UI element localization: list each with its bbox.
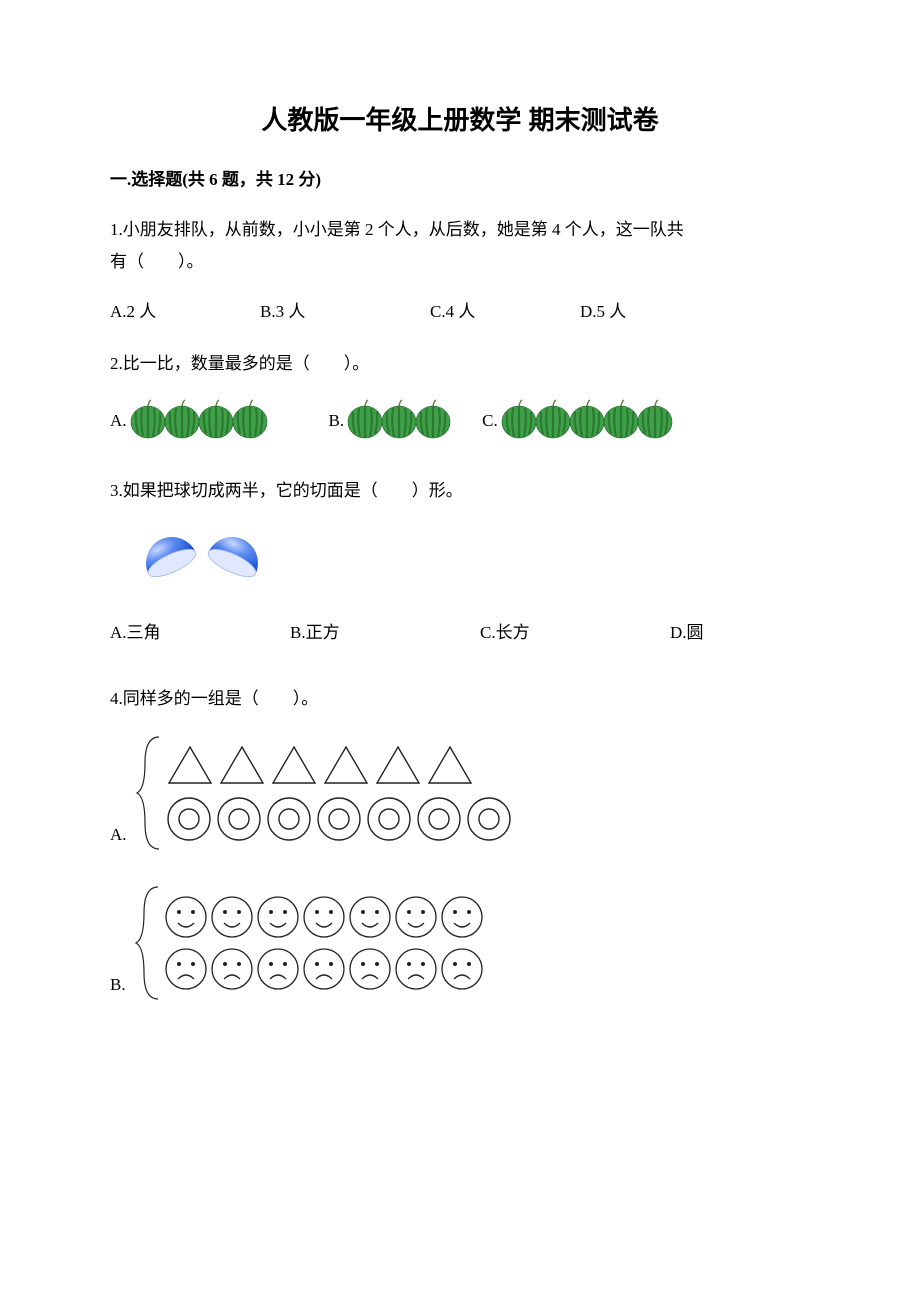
- q3-option-c: C.长方: [480, 618, 670, 643]
- q4-a-triangles: [165, 743, 513, 787]
- q2-group-c: C.: [482, 398, 674, 445]
- question-4: 4.同样多的一组是（ ）。: [110, 683, 810, 715]
- question-3-options: A.三角 B.正方 C.长方 D.圆: [110, 618, 810, 643]
- section-1-heading: 一.选择题(共 6 题，共 12 分): [110, 165, 810, 190]
- q4-b-frowns: [164, 947, 484, 991]
- brace-icon: [135, 733, 165, 853]
- q4-label-a: A.: [110, 825, 127, 845]
- question-2: 2.比一比，数量最多的是（ ）。: [110, 348, 810, 380]
- question-4-options: A. B.: [110, 733, 810, 1003]
- q1-option-b: B.3 人: [260, 297, 430, 322]
- q2-group-a: A.: [110, 398, 269, 445]
- q2-melons-c: [500, 398, 674, 445]
- q2-melons-a: [129, 398, 269, 445]
- question-1-line1: 1.小朋友排队，从前数，小小是第 2 个人，从后数，她是第 4 个人，这一队共: [110, 220, 684, 239]
- sphere-halves-icon: [140, 525, 270, 595]
- q4-a-rows: [165, 737, 513, 849]
- q3-option-b: B.正方: [290, 618, 480, 643]
- q1-option-c: C.4 人: [430, 297, 580, 322]
- question-2-options: A. B.: [110, 398, 810, 445]
- q4-label-b: B.: [110, 975, 126, 995]
- q2-label-a: A.: [110, 411, 127, 431]
- q4-a-circles: [165, 795, 513, 843]
- q2-label-b: B.: [329, 411, 345, 431]
- page-title: 人教版一年级上册数学 期末测试卷: [110, 100, 810, 137]
- q3-sphere-halves: [140, 525, 810, 600]
- q4-option-a: A.: [110, 733, 810, 853]
- q4-b-rows: [164, 889, 484, 997]
- q2-group-b: B.: [329, 398, 453, 445]
- question-3: 3.如果把球切成两半，它的切面是（ ）形。: [110, 475, 810, 507]
- q4-b-smiles: [164, 895, 484, 939]
- q2-label-c: C.: [482, 411, 498, 431]
- question-1-line2: 有（ ）。: [110, 252, 204, 271]
- q3-option-a: A.三角: [110, 618, 290, 643]
- q4-a-brace-group: [135, 733, 513, 853]
- q3-option-d: D.圆: [670, 618, 704, 643]
- question-1-options: A.2 人 B.3 人 C.4 人 D.5 人: [110, 297, 810, 322]
- brace-icon: [134, 883, 164, 1003]
- q2-melons-b: [346, 398, 452, 445]
- exam-page: 人教版一年级上册数学 期末测试卷 一.选择题(共 6 题，共 12 分) 1.小…: [0, 0, 920, 1302]
- q4-option-b: B.: [110, 883, 810, 1003]
- question-1: 1.小朋友排队，从前数，小小是第 2 个人，从后数，她是第 4 个人，这一队共 …: [110, 214, 810, 279]
- q4-b-brace-group: [134, 883, 484, 1003]
- q1-option-a: A.2 人: [110, 297, 260, 322]
- q1-option-d: D.5 人: [580, 297, 626, 322]
